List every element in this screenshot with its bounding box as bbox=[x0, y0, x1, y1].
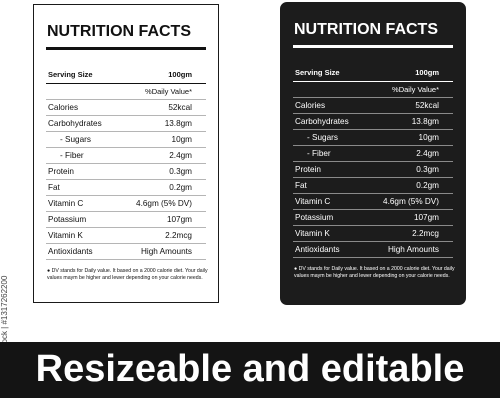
banner-text: Resizeable and editable bbox=[35, 348, 465, 390]
serving-divider bbox=[293, 81, 453, 82]
nutrient-name: Fat bbox=[48, 183, 60, 192]
nutrient-value: 0.2gm bbox=[169, 183, 192, 192]
nutrient-value: 10gm bbox=[171, 135, 192, 144]
nutrition-label-light: NUTRITION FACTS Serving Size 100gm %Dail… bbox=[33, 4, 219, 303]
nutrient-name: - Sugars bbox=[307, 133, 338, 142]
nutrient-value: 4.6gm (5% DV) bbox=[136, 199, 192, 208]
serving-value: 100gm bbox=[415, 68, 439, 77]
nutrient-name: - Fiber bbox=[307, 149, 331, 158]
nutrient-row: Antioxidants High Amounts bbox=[293, 242, 453, 258]
nutrient-name: Vitamin C bbox=[48, 199, 84, 208]
nutrient-row: Vitamin K 2.2mcg bbox=[46, 228, 206, 244]
nutrient-name: Protein bbox=[48, 167, 74, 176]
nutrient-value: 2.2mcg bbox=[165, 231, 192, 240]
serving-size-row: Serving Size 100gm bbox=[46, 67, 206, 83]
nutrient-row: - Sugars 10gm bbox=[293, 130, 453, 146]
nutrient-row: Carbohydrates 13.8gm bbox=[293, 114, 453, 130]
daily-value-header-text: %Daily Value* bbox=[145, 87, 192, 96]
nutrient-value: 10gm bbox=[418, 133, 439, 142]
nutrient-value: 107gm bbox=[413, 213, 439, 222]
title-divider bbox=[46, 47, 206, 50]
nutrient-name: - Sugars bbox=[60, 135, 91, 144]
nutrient-row: - Fiber 2.4gm bbox=[46, 148, 206, 164]
nutrient-value: 0.3gm bbox=[169, 167, 192, 176]
nutrient-row: Calories 52kcal bbox=[293, 98, 453, 114]
nutrient-name: Fat bbox=[295, 181, 307, 190]
nutrient-row: Potassium 107gm bbox=[46, 212, 206, 228]
nutrient-row: Antioxidants High Amounts bbox=[46, 244, 206, 260]
nutrient-name: Carbohydrates bbox=[48, 119, 102, 128]
daily-value-header: %Daily Value* bbox=[293, 82, 453, 98]
nutrient-value: 0.3gm bbox=[416, 165, 439, 174]
nutrient-value: 52kcal bbox=[168, 103, 192, 112]
nutrient-name: Vitamin K bbox=[48, 231, 83, 240]
nutrient-value: 13.8gm bbox=[164, 119, 192, 128]
nutrient-row: Vitamin C 4.6gm (5% DV) bbox=[46, 196, 206, 212]
nutrient-name: Protein bbox=[295, 165, 321, 174]
nutrient-name: Antioxidants bbox=[295, 245, 340, 254]
nutrient-name: Carbohydrates bbox=[295, 117, 349, 126]
serving-size-row: Serving Size 100gm bbox=[293, 65, 453, 81]
nutrient-name: Potassium bbox=[295, 213, 334, 222]
nutrient-name: Antioxidants bbox=[48, 247, 93, 256]
nutrient-row: Vitamin C 4.6gm (5% DV) bbox=[293, 194, 453, 210]
nutrient-row: Carbohydrates 13.8gm bbox=[46, 116, 206, 132]
nutrient-name: Vitamin C bbox=[295, 197, 331, 206]
footnote: ● DV stands for Daily value. It based on… bbox=[47, 268, 208, 281]
nutrient-row: Protein 0.3gm bbox=[46, 164, 206, 180]
nutrient-row: Fat 0.2gm bbox=[46, 180, 206, 196]
serving-label: Serving Size bbox=[295, 68, 340, 77]
nutrient-value: 107gm bbox=[166, 215, 192, 224]
daily-value-header: %Daily Value* bbox=[46, 84, 206, 100]
nutrient-row: Fat 0.2gm bbox=[293, 178, 453, 194]
nutrient-value: 2.4gm bbox=[416, 149, 439, 158]
nutrient-row: Protein 0.3gm bbox=[293, 162, 453, 178]
footnote: ● DV stands for Daily value. It based on… bbox=[294, 266, 455, 279]
nutrient-value: 52kcal bbox=[415, 101, 439, 110]
nutrient-row: Calories 52kcal bbox=[46, 100, 206, 116]
nutrient-value: 0.2gm bbox=[416, 181, 439, 190]
label-title: NUTRITION FACTS bbox=[294, 21, 438, 38]
nutrient-row: Vitamin K 2.2mcg bbox=[293, 226, 453, 242]
nutrient-row: - Fiber 2.4gm bbox=[293, 146, 453, 162]
nutrient-name: Calories bbox=[48, 103, 79, 112]
nutrient-name: Calories bbox=[295, 101, 326, 110]
nutrient-value: High Amounts bbox=[388, 245, 439, 254]
nutrient-value: 2.4gm bbox=[169, 151, 192, 160]
label-title: NUTRITION FACTS bbox=[47, 23, 191, 40]
nutrient-name: Potassium bbox=[48, 215, 87, 224]
nutrition-label-dark: NUTRITION FACTS Serving Size 100gm %Dail… bbox=[280, 2, 466, 305]
nutrient-row: - Sugars 10gm bbox=[46, 132, 206, 148]
nutrient-name: Vitamin K bbox=[295, 229, 330, 238]
nutrient-value: 2.2mcg bbox=[412, 229, 439, 238]
nutrient-value: High Amounts bbox=[141, 247, 192, 256]
daily-value-header-text: %Daily Value* bbox=[392, 85, 439, 94]
title-divider bbox=[293, 45, 453, 48]
nutrient-value: 4.6gm (5% DV) bbox=[383, 197, 439, 206]
serving-divider bbox=[46, 83, 206, 84]
nutrient-row: Potassium 107gm bbox=[293, 210, 453, 226]
nutrient-name: - Fiber bbox=[60, 151, 84, 160]
serving-label: Serving Size bbox=[48, 70, 93, 79]
bottom-banner: Resizeable and editable bbox=[0, 342, 500, 398]
nutrient-value: 13.8gm bbox=[411, 117, 439, 126]
serving-value: 100gm bbox=[168, 70, 192, 79]
